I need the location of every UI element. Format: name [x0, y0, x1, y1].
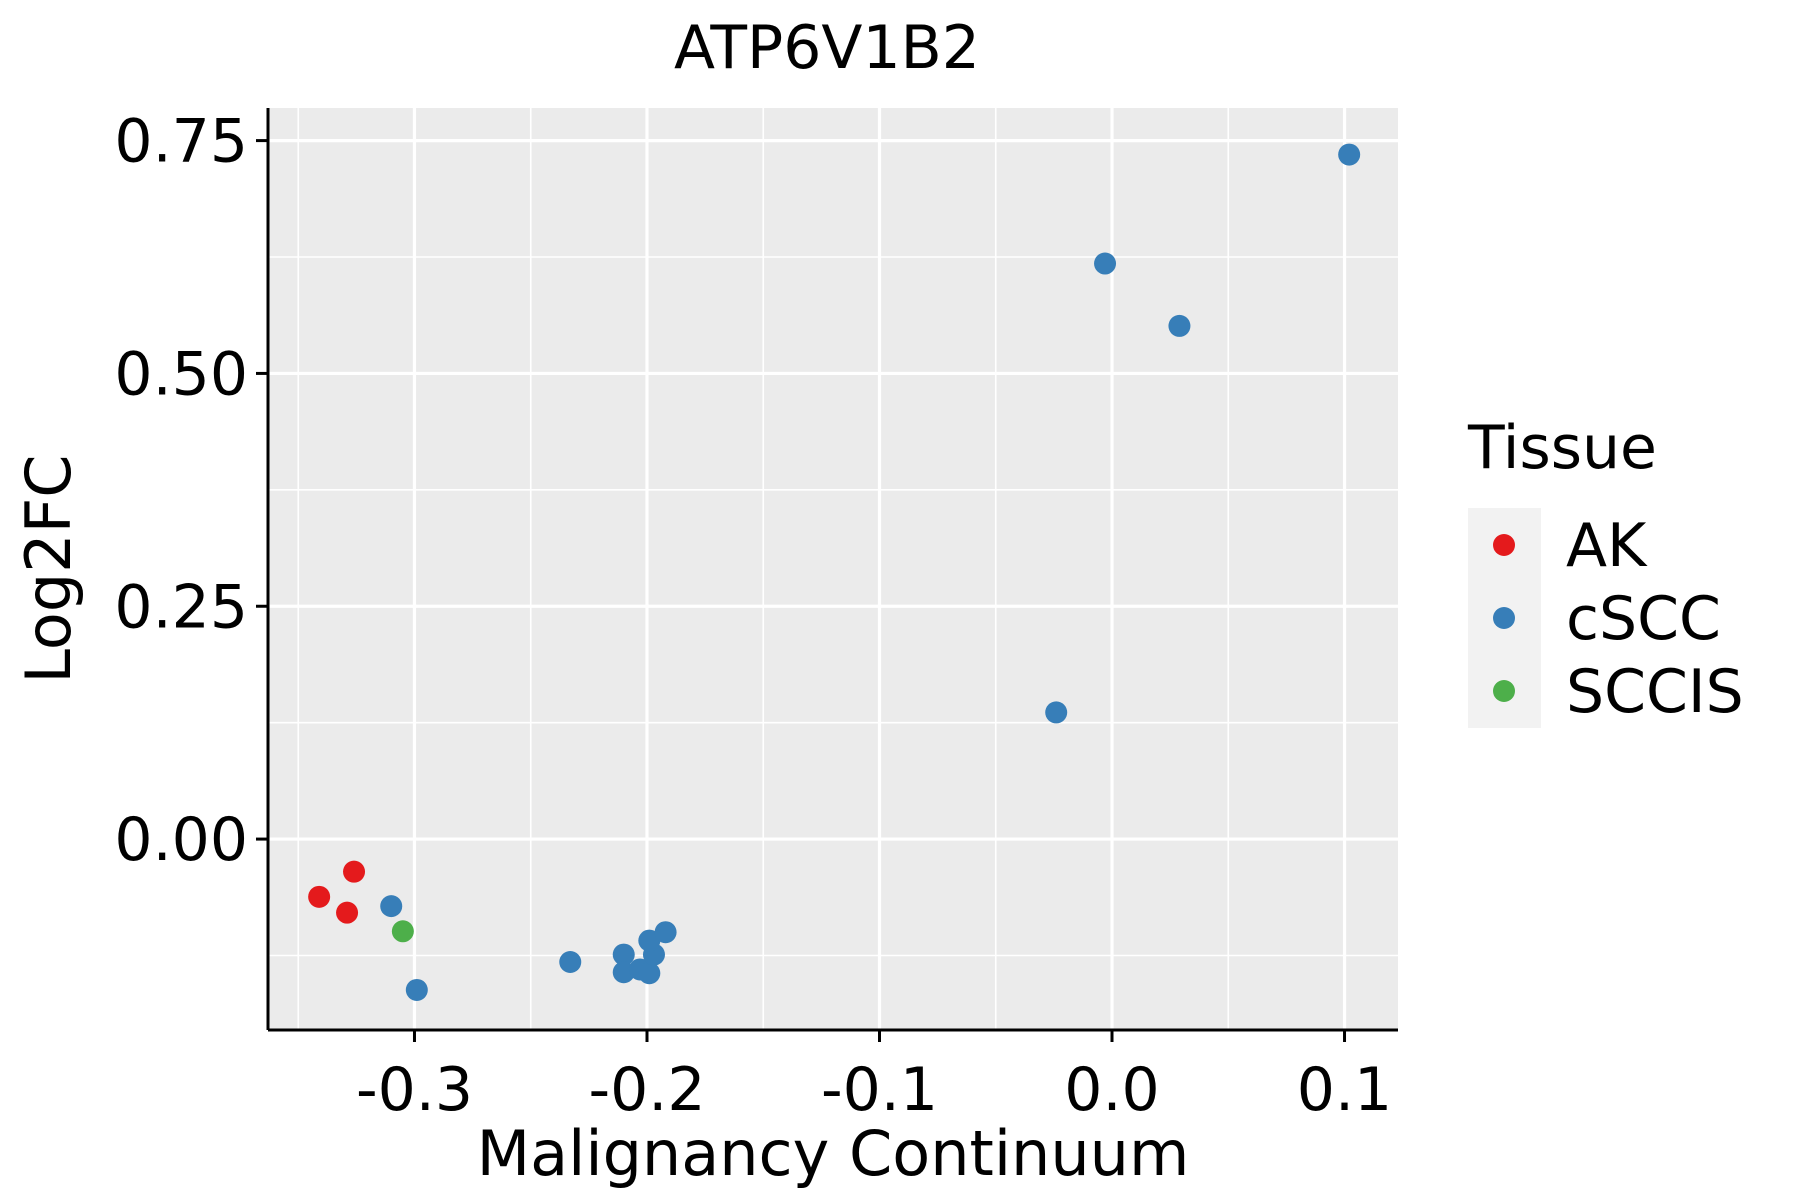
x-axis-ticks: -0.3 -0.2 -0.1 0.0 0.1 — [356, 1030, 1392, 1125]
data-points — [308, 143, 1361, 1001]
x-axis-title: Malignancy Continuum — [477, 1117, 1190, 1190]
x-tick-label: -0.3 — [356, 1055, 473, 1125]
data-point-ak — [336, 901, 359, 924]
data-point-ak — [308, 885, 331, 908]
data-point-ak — [343, 860, 366, 883]
legend-label-cscc: cSCC — [1566, 584, 1721, 654]
legend-key-cscc — [1493, 607, 1515, 629]
legend-label-sccis: SCCIS — [1566, 657, 1744, 727]
data-point-cscc — [1045, 701, 1068, 724]
data-point-cscc — [380, 895, 403, 918]
y-tick-label: 0.25 — [114, 572, 248, 642]
grid-major — [268, 108, 1398, 1030]
x-tick-label: 0.0 — [1064, 1055, 1159, 1125]
legend-key-sccis — [1493, 680, 1515, 702]
legend-key-ak — [1493, 534, 1515, 556]
data-point-cscc — [612, 961, 635, 984]
grid-minor — [268, 108, 1398, 1030]
legend-title: Tissue — [1467, 413, 1657, 483]
y-axis-ticks: 0.00 0.25 0.50 0.75 — [114, 107, 268, 875]
data-point-cscc — [1338, 143, 1361, 166]
chart-title: ATP6V1B2 — [674, 13, 980, 83]
plot-panel — [268, 108, 1398, 1030]
data-point-cscc — [1168, 314, 1191, 337]
data-point-cscc — [638, 962, 661, 985]
y-axis-title: Log2FC — [12, 454, 85, 683]
x-tick-label: -0.2 — [588, 1055, 705, 1125]
data-point-cscc — [405, 978, 428, 1001]
data-point-sccis — [391, 920, 414, 943]
data-point-cscc — [654, 921, 677, 944]
y-tick-label: 0.50 — [114, 339, 248, 409]
x-tick-label: -0.1 — [821, 1055, 938, 1125]
data-point-cscc — [559, 951, 582, 974]
data-point-cscc — [1094, 252, 1117, 275]
legend-label-ak: AK — [1566, 511, 1648, 581]
y-tick-label: 0.75 — [114, 107, 248, 177]
data-point-cscc — [638, 929, 661, 952]
y-tick-label: 0.00 — [114, 805, 248, 875]
data-point-cscc — [612, 943, 635, 966]
x-tick-label: 0.1 — [1297, 1055, 1392, 1125]
